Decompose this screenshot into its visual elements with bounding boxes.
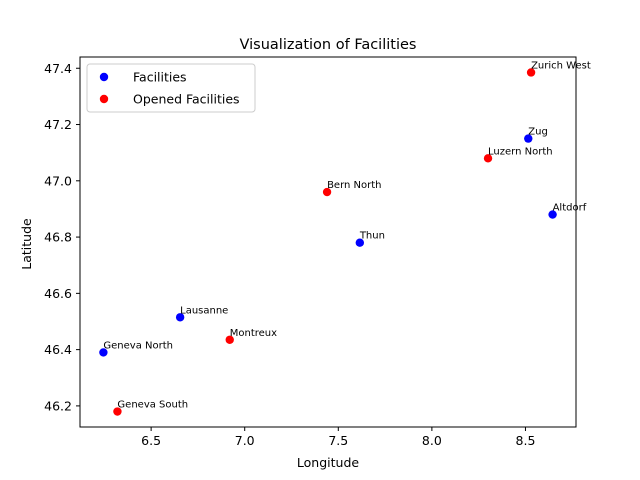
x-tick-label: 8.5: [516, 433, 536, 448]
data-point: [548, 210, 557, 219]
data-point: [526, 68, 536, 77]
legend-entry: Facilities: [133, 70, 187, 85]
plot-area-frame: [79, 56, 577, 428]
data-point: [322, 187, 332, 197]
data-point: [355, 238, 365, 247]
data-point-label: Geneva South: [117, 400, 188, 411]
legend-marker: [99, 94, 109, 104]
legend-marker: [99, 72, 109, 82]
y-tick-label: 47.0: [44, 173, 72, 188]
x-tick-label: 8.0: [422, 433, 442, 448]
y-tick-label: 47.4: [44, 61, 72, 76]
data-point-label: Montreux: [230, 328, 277, 339]
y-tick-label: 46.2: [44, 398, 72, 413]
data-point-label: Zurich West: [531, 60, 591, 71]
data-point-label: Thun: [359, 231, 385, 242]
y-axis-label: Latitude: [19, 218, 34, 270]
data-point: [99, 348, 108, 357]
chart-title: Visualization of Facilities: [240, 37, 417, 53]
x-tick-label: 6.5: [141, 433, 161, 448]
x-axis-label: Longitude: [297, 455, 359, 470]
x-tick-label: 7.0: [235, 433, 255, 448]
data-point-label: Geneva North: [103, 340, 173, 351]
chart-marks: Zug Altdorf Thun Lausanne Geneva North Zurich…: [99, 60, 591, 416]
data-point: [483, 154, 493, 163]
y-tick-label: 46.6: [44, 286, 72, 301]
data-point-label: Zug: [528, 127, 548, 138]
data-point-label: Altdorf: [553, 203, 587, 214]
data-point: [524, 134, 533, 143]
data-point: [113, 407, 122, 416]
data-point-label: Luzern North: [488, 146, 553, 157]
data-point: [175, 313, 185, 322]
x-axis-ticks: 6.5 7.0 7.5 8.0 8.5: [141, 427, 535, 448]
legend-box: [86, 63, 256, 113]
y-tick-label: 46.4: [44, 342, 72, 357]
x-tick-label: 7.5: [328, 433, 348, 448]
y-axis-ticks: 46.2 46.4 46.6 46.8 47.0 47.2 47.4: [44, 61, 80, 413]
data-point-label: Bern North: [327, 180, 381, 191]
data-point-label: Lausanne: [180, 305, 228, 316]
legend: Facilities Opened Facilities: [86, 63, 256, 113]
y-tick-label: 47.2: [44, 117, 72, 132]
data-point: [225, 335, 234, 344]
y-tick-label: 46.8: [44, 230, 72, 245]
legend-entry: Opened Facilities: [133, 92, 240, 107]
